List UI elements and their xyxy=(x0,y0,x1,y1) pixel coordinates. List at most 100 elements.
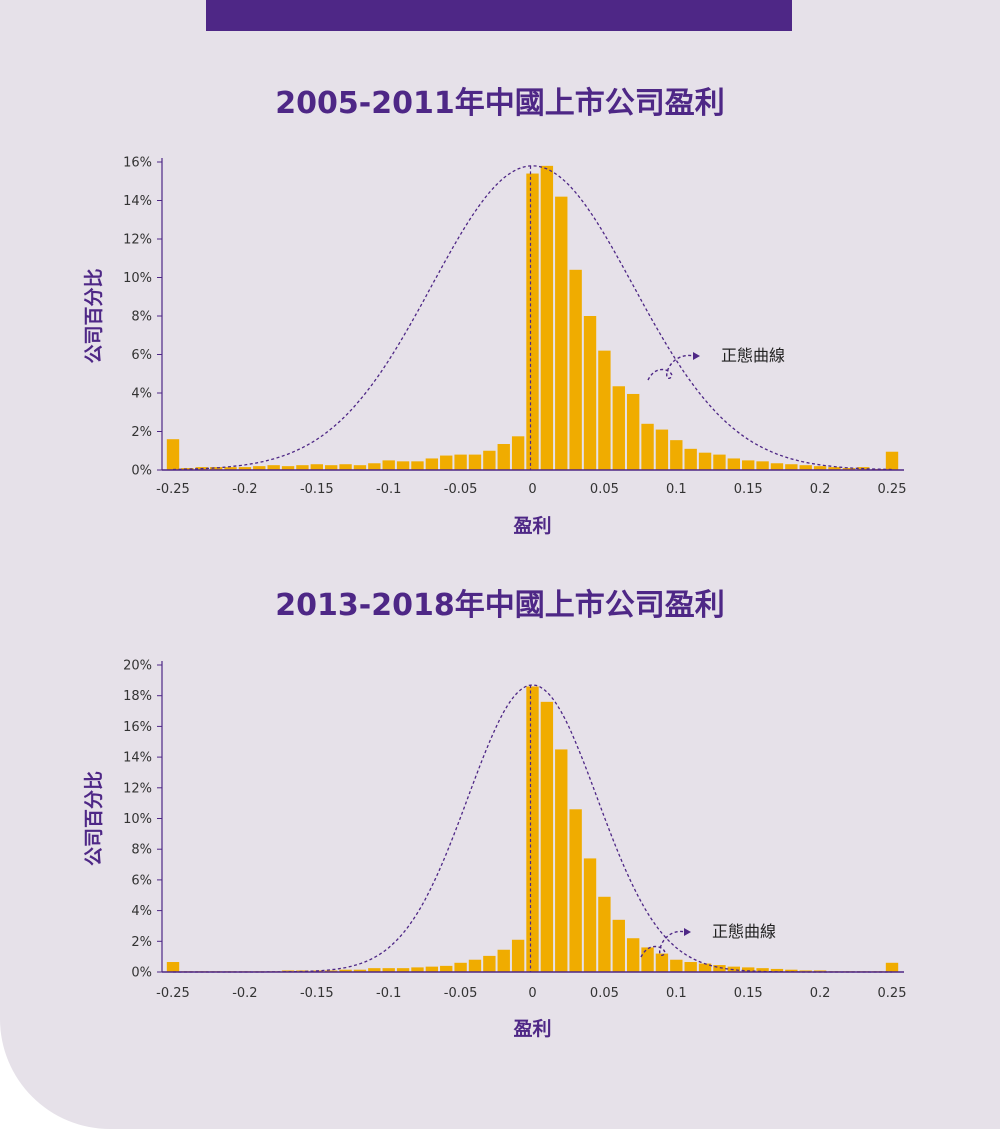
x-tick-label: -0.2 xyxy=(232,986,257,1001)
histogram-bar xyxy=(612,386,625,470)
x-tick-label: 0.05 xyxy=(590,482,619,497)
histogram-bar xyxy=(526,173,539,471)
x-tick-label: 0.05 xyxy=(590,986,619,1001)
x-tick-label: 0.1 xyxy=(666,482,687,497)
histogram-bar xyxy=(842,468,856,470)
y-tick-label: 20% xyxy=(123,659,152,674)
histogram-bar xyxy=(425,458,439,470)
x-tick-label: 0.25 xyxy=(878,986,907,1001)
histogram-bar xyxy=(583,858,597,972)
y-axis-label: 公司百分比 xyxy=(83,268,105,363)
histogram-bar xyxy=(511,939,525,972)
y-tick-label: 2% xyxy=(131,935,152,950)
y-tick-label: 2% xyxy=(131,425,152,440)
y-tick-label: 6% xyxy=(131,348,152,363)
histogram-bar xyxy=(382,460,395,471)
chart-2-title: 2013-2018年中國上市公司盈利 xyxy=(275,588,725,623)
header-bar xyxy=(206,0,792,31)
x-tick-label: 0.15 xyxy=(734,986,763,1001)
histogram-bar xyxy=(641,947,654,972)
x-tick-label: 0.2 xyxy=(810,482,831,497)
y-tick-label: 12% xyxy=(123,233,152,248)
y-tick-label: 14% xyxy=(123,194,152,209)
chart-1-title: 2005-2011年中國上市公司盈利 xyxy=(275,86,725,121)
histogram-bar xyxy=(598,896,611,972)
normal-curve xyxy=(172,165,893,471)
histogram-bar xyxy=(698,452,712,470)
y-tick-label: 14% xyxy=(123,751,152,766)
x-tick-label: 0.1 xyxy=(666,986,687,1001)
histogram-bar xyxy=(713,454,726,470)
histogram-bar xyxy=(742,460,755,471)
histogram-bar xyxy=(770,463,784,470)
y-tick-label: 4% xyxy=(131,904,152,919)
histogram-bar xyxy=(612,919,625,972)
histogram-bar xyxy=(411,967,424,972)
histogram-bar xyxy=(799,465,812,470)
y-tick-label: 6% xyxy=(131,873,152,888)
histogram-bar xyxy=(785,464,798,470)
histogram-bar xyxy=(540,165,554,470)
annotation-arrowhead xyxy=(693,352,700,360)
histogram-bar xyxy=(368,463,381,470)
x-axis-label: 盈利 xyxy=(512,515,551,537)
histogram-bar xyxy=(353,465,367,470)
histogram-bar xyxy=(626,938,640,972)
histogram-bar xyxy=(368,968,381,972)
annotation-arrow xyxy=(647,354,696,381)
annotation-arrowhead xyxy=(684,928,691,936)
histogram-bar xyxy=(756,968,769,972)
y-tick-label: 10% xyxy=(123,812,152,827)
x-tick-label: -0.25 xyxy=(156,986,190,1001)
histogram-bar xyxy=(339,969,352,972)
x-tick-label: 0 xyxy=(528,986,536,1001)
histogram-bar xyxy=(296,465,309,470)
histogram-bar xyxy=(166,439,180,470)
histogram-bar xyxy=(181,468,194,470)
y-axis-label: 公司百分比 xyxy=(83,771,105,866)
histogram-bar xyxy=(166,962,180,972)
x-tick-label: 0.15 xyxy=(734,482,763,497)
histogram-bar xyxy=(396,968,410,972)
y-tick-label: 10% xyxy=(123,271,152,286)
histogram-bar xyxy=(425,966,439,972)
x-tick-label: 0 xyxy=(528,482,536,497)
y-tick-label: 0% xyxy=(131,966,152,981)
histogram-bar xyxy=(468,959,482,972)
histogram-bar xyxy=(224,467,237,470)
chart-2: 0% 2% 4% 6% 8% 10% 12% 14% 16% 18% 20% -0.25 -0.2 -0.… xyxy=(83,659,907,1041)
histogram-bar xyxy=(583,316,597,470)
x-tick-label: -0.2 xyxy=(232,482,257,497)
annotation-arrow xyxy=(640,930,687,958)
histogram-bar xyxy=(885,451,899,470)
chart-1: 0% 2% 4% 6% 8% 10% 12% 14% 16% -0.25 -0.2 -0.15 -0.1… xyxy=(83,156,906,538)
histogram-bar xyxy=(670,440,683,470)
histogram-bar xyxy=(756,461,769,470)
histogram-bar xyxy=(382,968,395,972)
y-tick-label: 0% xyxy=(131,464,152,479)
histogram-bar xyxy=(598,350,611,470)
histogram-bar xyxy=(540,701,554,972)
histogram-bar xyxy=(339,464,352,470)
y-tick-label: 16% xyxy=(123,720,152,735)
histogram-bar xyxy=(511,436,525,470)
histogram-bar xyxy=(713,965,726,972)
histogram-bar xyxy=(325,465,338,470)
normal-curve-label: 正態曲線 xyxy=(712,922,776,941)
histogram-bar xyxy=(454,454,467,470)
normal-curve-label: 正態曲線 xyxy=(721,346,785,365)
histogram-bar xyxy=(267,465,280,470)
histogram-bar xyxy=(727,966,741,972)
x-tick-label: -0.15 xyxy=(300,986,334,1001)
y-tick-label: 4% xyxy=(131,387,152,402)
histogram-bar xyxy=(396,461,410,470)
histogram-bar xyxy=(684,962,697,972)
histogram-bar xyxy=(555,749,568,972)
histogram-bar xyxy=(569,269,582,470)
histogram-bar xyxy=(411,461,424,470)
x-axis-label: 盈利 xyxy=(512,1018,551,1040)
histogram-bar xyxy=(209,467,223,470)
histogram-bar xyxy=(684,448,697,470)
histogram-bar xyxy=(813,466,827,470)
